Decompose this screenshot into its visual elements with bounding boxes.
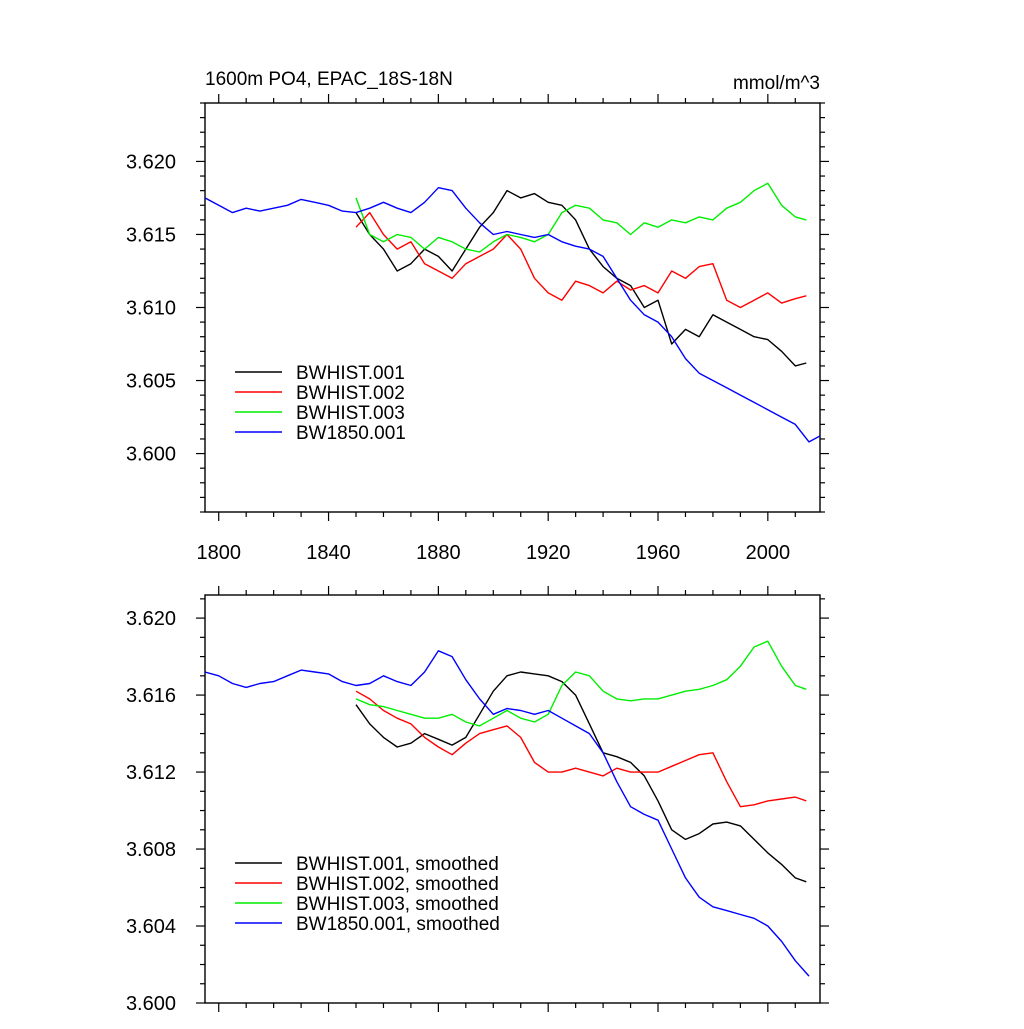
x-tick-label: 1800 — [196, 542, 241, 564]
y-tick-label: 3.608 — [126, 839, 176, 861]
series-group — [205, 640, 810, 977]
chart-title: 1600m PO4, EPAC_18S-18N — [205, 69, 453, 90]
series-line-bwhist-003 — [355, 182, 807, 253]
legend-label: BWHIST.003 — [296, 403, 405, 424]
y-tick-label: 3.604 — [126, 916, 176, 938]
y-tick-label: 3.600 — [126, 444, 176, 466]
legend-label: BWHIST.002 — [296, 383, 405, 404]
legend-label: BWHIST.003, smoothed — [296, 894, 499, 915]
y-tick-label: 3.610 — [126, 298, 176, 320]
x-tick-label: 1840 — [306, 542, 351, 564]
units-label: mmol/m^3 — [733, 73, 820, 94]
legend-label: BWHIST.002, smoothed — [296, 874, 499, 895]
series-line-bwhist-002-smoothed — [355, 690, 807, 808]
series-line-bwhist-003-smoothed — [355, 640, 807, 727]
series-line-bwhist-002 — [355, 211, 807, 309]
y-tick-label: 3.615 — [126, 224, 176, 246]
y-tick-label: 3.616 — [126, 685, 176, 707]
bottom-panel-smoothed: 3.600 3.604 3.608 3.612 3.616 3.620 BWHIST.001… — [126, 586, 829, 1015]
x-tick-label: 1920 — [526, 542, 571, 564]
x-tick-label: 2000 — [746, 542, 791, 564]
top-panel-raw: 1800 1840 1880 1920 1960 2000 3.600 3.605 3.610 3… — [126, 69, 829, 564]
legend-label: BWHIST.001 — [296, 363, 405, 384]
y-tick-label: 3.612 — [126, 762, 176, 784]
y-tick-label: 3.620 — [126, 608, 176, 630]
y-tick-label: 3.605 — [126, 371, 176, 393]
y-tick-label: 3.620 — [126, 151, 176, 173]
legend-label: BW1850.001, smoothed — [296, 914, 500, 935]
legend-label: BW1850.001 — [296, 423, 406, 444]
series-line-bw1850-001 — [205, 186, 820, 443]
series-line-bwhist-001 — [355, 189, 807, 367]
legend-label: BWHIST.001, smoothed — [296, 854, 499, 875]
x-tick-label: 1960 — [636, 542, 681, 564]
plot-frame — [204, 594, 821, 1004]
y-tick-label: 3.600 — [126, 993, 176, 1015]
series-group — [205, 182, 820, 443]
series-line-bwhist-001-smoothed — [355, 671, 807, 883]
x-tick-label: 1880 — [416, 542, 461, 564]
series-line-bw1850-001-smoothed — [205, 650, 810, 977]
plot-frame — [204, 102, 821, 513]
